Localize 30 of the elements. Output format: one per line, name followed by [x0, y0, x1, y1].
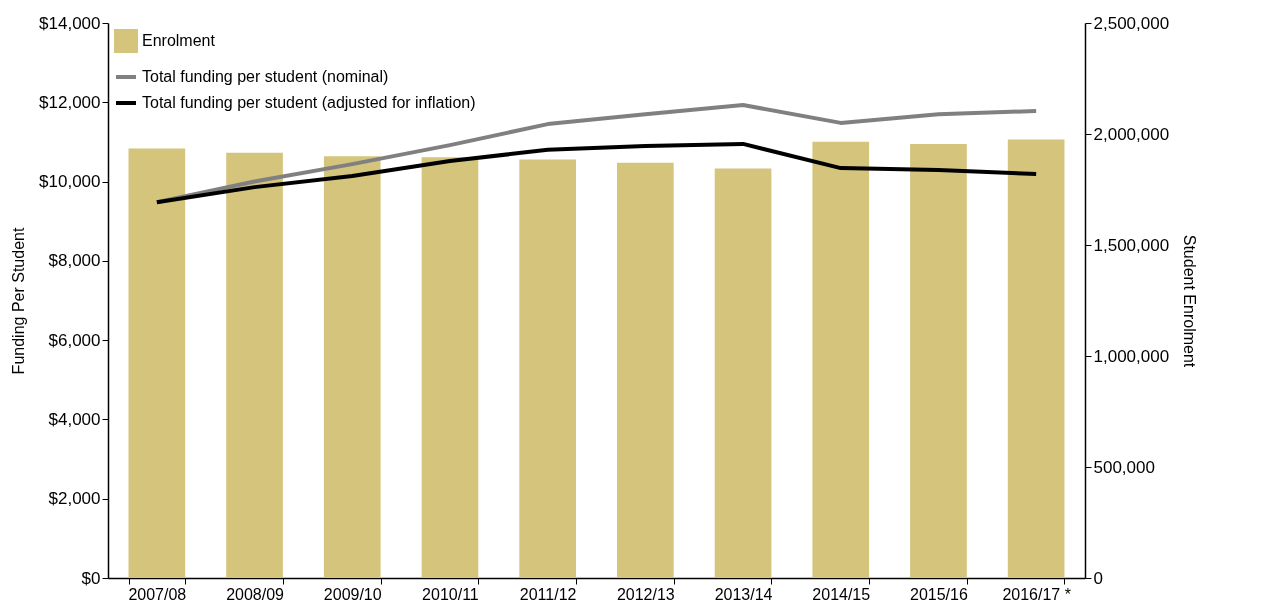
y2-tick-label: 2,500,000: [1093, 13, 1170, 33]
x-tick-label: 2012/13: [616, 585, 675, 603]
x-tick-label: 2009/10: [323, 585, 382, 603]
y-tick-label: $4,000: [48, 409, 101, 429]
y-tick-label: $10,000: [39, 172, 101, 192]
x-tick-label: 2010/11: [422, 585, 479, 603]
x-tick-label: 2008/09: [226, 585, 285, 603]
y2-tick-label: 0: [1093, 568, 1103, 588]
y-tick-label: $14,000: [39, 13, 101, 33]
y2-tick-label: 500,000: [1093, 457, 1155, 477]
x-tick-label: 2014/15: [812, 585, 871, 603]
y2-tick-label: 2,000,000: [1093, 124, 1170, 144]
x-tick-label: 2007/08: [128, 585, 187, 603]
y2-tick-label: 1,500,000: [1093, 235, 1170, 255]
x-tick-label: 2016/17 *: [1002, 585, 1071, 603]
y-axis-title: Funding Per Student: [10, 227, 28, 375]
y2-axis-title: Student Enrolment: [1181, 234, 1199, 368]
y2-tick-label: 1,000,000: [1093, 346, 1170, 366]
line-series: [154, 141, 1039, 205]
y-tick-label: $0: [81, 568, 101, 588]
y-tick-label: $8,000: [48, 251, 101, 271]
legend-label: Total funding per student (nominal): [142, 68, 389, 85]
legend-label: Enrolment: [142, 32, 216, 49]
y-tick-label: $6,000: [48, 330, 101, 350]
y-tick-label: $12,000: [39, 92, 101, 112]
x-tick-label: 2011/12: [519, 585, 577, 603]
legend-label: Total funding per student (adjusted for inflation): [142, 94, 476, 111]
x-tick-label: 2013/14: [714, 585, 773, 603]
y-tick-label: $2,000: [48, 489, 101, 509]
x-tick-label: 2015/16: [910, 585, 968, 603]
